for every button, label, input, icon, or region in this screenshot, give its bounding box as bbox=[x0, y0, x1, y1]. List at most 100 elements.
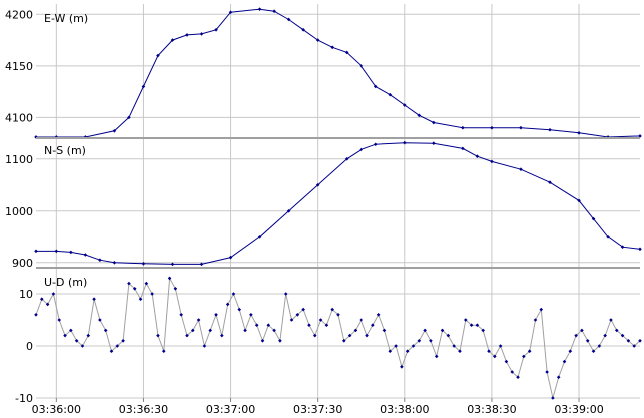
data-point bbox=[173, 287, 178, 291]
data-point bbox=[336, 313, 340, 317]
data-point bbox=[315, 38, 320, 42]
data-point bbox=[516, 375, 520, 379]
y-tick-label: 0 bbox=[26, 340, 33, 353]
panel-ns-series bbox=[34, 140, 642, 267]
data-point bbox=[283, 292, 288, 296]
data-point bbox=[606, 235, 610, 239]
data-point bbox=[301, 27, 305, 32]
data-point bbox=[432, 141, 436, 145]
data-point bbox=[231, 292, 236, 296]
data-point bbox=[144, 281, 149, 286]
data-point bbox=[228, 10, 233, 15]
data-point bbox=[344, 157, 349, 161]
data-point bbox=[417, 339, 422, 343]
data-point bbox=[568, 349, 573, 353]
data-point bbox=[51, 292, 56, 296]
x-tick-label: 03:36:00 bbox=[32, 403, 81, 416]
data-point bbox=[112, 261, 117, 265]
data-point bbox=[69, 328, 73, 333]
data-point bbox=[371, 323, 375, 327]
panel-ns-y-ticks: 900 1000 1100 bbox=[5, 153, 33, 270]
data-point bbox=[580, 328, 584, 333]
data-point bbox=[432, 120, 436, 125]
data-point bbox=[214, 313, 218, 317]
data-point bbox=[315, 183, 320, 187]
data-point bbox=[330, 307, 334, 312]
panel-ew-series bbox=[34, 7, 642, 139]
y-tick-label: 10 bbox=[19, 288, 33, 301]
data-point bbox=[638, 339, 642, 343]
data-point bbox=[278, 339, 282, 343]
data-point bbox=[121, 339, 125, 343]
panel-ns: N-S (m) 900 1000 1100 bbox=[5, 138, 642, 270]
data-point bbox=[80, 344, 85, 348]
data-point bbox=[493, 354, 497, 359]
data-point bbox=[156, 53, 160, 58]
x-tick-label: 03:38:00 bbox=[380, 403, 429, 416]
data-point bbox=[400, 365, 404, 369]
data-point bbox=[220, 333, 224, 338]
data-point bbox=[98, 258, 102, 262]
data-point bbox=[446, 333, 451, 338]
data-point bbox=[365, 333, 369, 338]
data-point bbox=[254, 323, 259, 327]
panel-ew: E-W (m) 4100 4150 4200 bbox=[5, 4, 642, 139]
data-point bbox=[405, 349, 410, 353]
data-point bbox=[295, 313, 300, 317]
data-point bbox=[574, 333, 578, 338]
data-point bbox=[490, 159, 494, 164]
data-point bbox=[156, 333, 160, 338]
data-point bbox=[533, 318, 538, 322]
data-point bbox=[632, 344, 636, 348]
data-point bbox=[34, 135, 38, 139]
data-point bbox=[490, 125, 494, 130]
y-tick-label: 900 bbox=[12, 257, 33, 270]
data-point bbox=[359, 64, 364, 68]
data-point bbox=[359, 147, 364, 152]
data-point bbox=[458, 349, 462, 353]
data-point bbox=[191, 328, 195, 333]
data-point bbox=[548, 180, 552, 184]
data-point bbox=[34, 313, 38, 317]
data-point bbox=[199, 262, 204, 267]
data-point bbox=[382, 328, 387, 333]
data-point bbox=[591, 349, 596, 353]
data-point bbox=[266, 323, 271, 327]
data-point bbox=[556, 375, 561, 379]
data-point bbox=[417, 113, 422, 118]
x-tick-label: 03:37:00 bbox=[206, 403, 255, 416]
data-point bbox=[127, 115, 131, 120]
series-line bbox=[36, 142, 641, 265]
data-point bbox=[527, 349, 532, 353]
data-point bbox=[342, 339, 346, 343]
data-point bbox=[69, 250, 73, 255]
data-point bbox=[74, 339, 79, 343]
data-point bbox=[179, 313, 183, 317]
data-point bbox=[185, 333, 189, 338]
data-point bbox=[423, 328, 427, 333]
data-point bbox=[519, 125, 523, 130]
x-axis-ticks: 03:36:00 03:36:30 03:37:00 03:37:30 03:38:00… bbox=[32, 398, 604, 416]
data-point bbox=[609, 318, 613, 322]
data-point bbox=[86, 333, 91, 338]
data-point bbox=[603, 333, 607, 338]
y-tick-label: -10 bbox=[15, 392, 33, 405]
panel-ew-label: E-W (m) bbox=[44, 12, 88, 25]
data-point bbox=[63, 333, 67, 338]
data-point bbox=[289, 318, 294, 322]
data-point bbox=[257, 235, 262, 239]
data-point bbox=[475, 323, 480, 327]
data-point bbox=[98, 318, 102, 322]
data-point bbox=[463, 318, 468, 322]
data-point bbox=[330, 45, 334, 50]
data-point bbox=[208, 328, 213, 333]
x-tick-label: 03:39:00 bbox=[554, 403, 603, 416]
data-point bbox=[286, 209, 291, 213]
data-point bbox=[475, 154, 480, 158]
data-point bbox=[260, 339, 265, 343]
data-point bbox=[54, 249, 59, 254]
data-point bbox=[498, 344, 503, 348]
data-point bbox=[638, 134, 642, 138]
data-point bbox=[109, 349, 114, 353]
data-point bbox=[461, 146, 465, 151]
